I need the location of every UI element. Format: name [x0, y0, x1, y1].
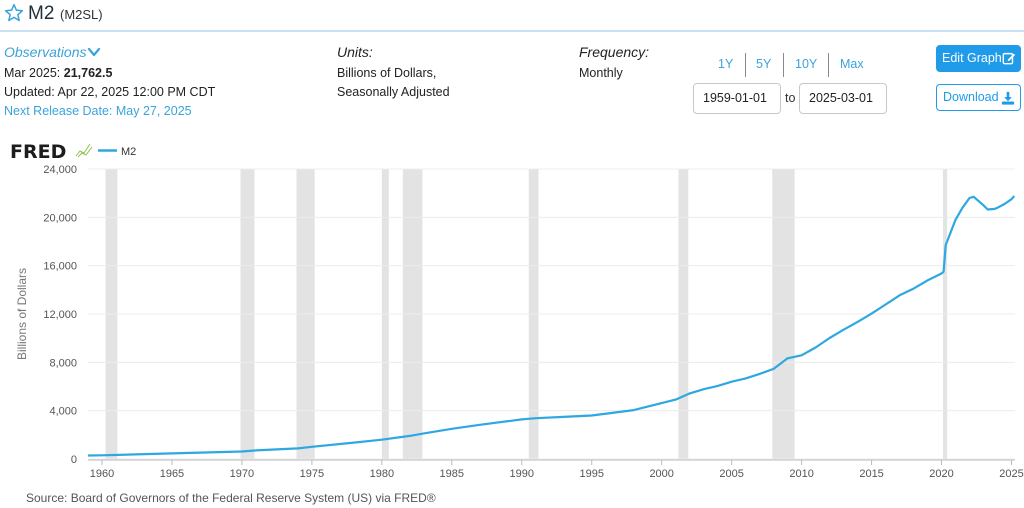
y-tick-label: 24,000 [43, 164, 77, 176]
end-date-input[interactable]: 2025-03-01 [799, 83, 887, 114]
x-tick-label: 1975 [300, 468, 324, 480]
download-button[interactable]: Download [936, 84, 1021, 111]
observations-toggle[interactable]: Observations [4, 44, 87, 60]
series-line-m2 [87, 195, 1016, 457]
updated-text: Updated: Apr 22, 2025 12:00 PM CDT [4, 85, 216, 99]
download-label: Download [943, 90, 999, 104]
x-tick-label: 1965 [160, 468, 184, 480]
source-note: Source: Board of Governors of the Federa… [26, 491, 436, 505]
series-title: M2 [28, 3, 55, 24]
y-tick-label: 12,000 [43, 309, 77, 321]
y-tick-label: 16,000 [43, 261, 77, 273]
star-icon[interactable] [4, 3, 24, 23]
x-tick-label: 1980 [370, 468, 394, 480]
x-tick-label: 2025 [999, 468, 1023, 480]
x-tick-label: 2015 [859, 468, 883, 480]
y-axis-label: Billions of Dollars [15, 268, 29, 360]
fred-logo: FRED [10, 141, 93, 163]
fred-logo-sparkline [75, 143, 91, 157]
x-tick-label: 1995 [579, 468, 603, 480]
range-5y-button[interactable]: 5Y [756, 57, 772, 71]
frequency-value: Monthly [579, 66, 623, 80]
start-date-input[interactable]: 1959-01-01 [693, 83, 781, 114]
range-divider [783, 53, 784, 77]
y-tick-label: 4,000 [49, 406, 77, 418]
range-1y-button[interactable]: 1Y [718, 57, 734, 71]
range-10y-button[interactable]: 10Y [795, 57, 818, 71]
units-label: Units: [337, 44, 373, 60]
download-icon [1001, 91, 1015, 105]
latest-observation: Mar 2025: 21,762.5 [4, 66, 112, 80]
y-tick-label: 20,000 [43, 212, 77, 224]
chart-svg: FRED M2 0 4,000 8,000 12,000 16,000 20,000 24,… [10, 141, 1024, 480]
fred-logo-text: FRED [10, 141, 66, 163]
y-tick-label: 0 [71, 454, 77, 466]
edit-graph-button[interactable]: Edit Graph [936, 45, 1021, 72]
edit-graph-label: Edit Graph [942, 51, 1002, 65]
observation-date: Mar 2025: [4, 66, 61, 80]
range-divider [745, 53, 746, 77]
x-tick-label: 2000 [649, 468, 673, 480]
legend-label: M2 [121, 146, 136, 158]
chevron-down-icon[interactable] [87, 45, 101, 59]
fred-logo-sparkline [77, 146, 93, 158]
range-max-button[interactable]: Max [840, 57, 864, 71]
x-tick-label: 1990 [510, 468, 534, 480]
edit-icon [1002, 52, 1016, 65]
range-divider [828, 53, 829, 77]
x-tick-label: 2020 [929, 468, 953, 480]
x-tick-label: 2005 [719, 468, 743, 480]
frequency-label: Frequency: [579, 44, 650, 60]
date-range-to-label: to [785, 91, 796, 105]
x-tick-label: 1970 [230, 468, 254, 480]
x-tick-label: 2010 [789, 468, 813, 480]
x-tick-label: 1960 [90, 468, 114, 480]
y-tick-label: 8,000 [49, 357, 77, 369]
title-bar: M2 (M2SL) [0, 0, 1024, 32]
units-value-line1: Billions of Dollars, [337, 66, 437, 80]
next-release-date: Next Release Date: May 27, 2025 [4, 104, 192, 118]
series-code: (M2SL) [60, 7, 103, 22]
observation-value: 21,762.5 [63, 66, 113, 80]
x-tick-label: 1985 [440, 468, 464, 480]
units-value-line2: Seasonally Adjusted [337, 85, 450, 99]
